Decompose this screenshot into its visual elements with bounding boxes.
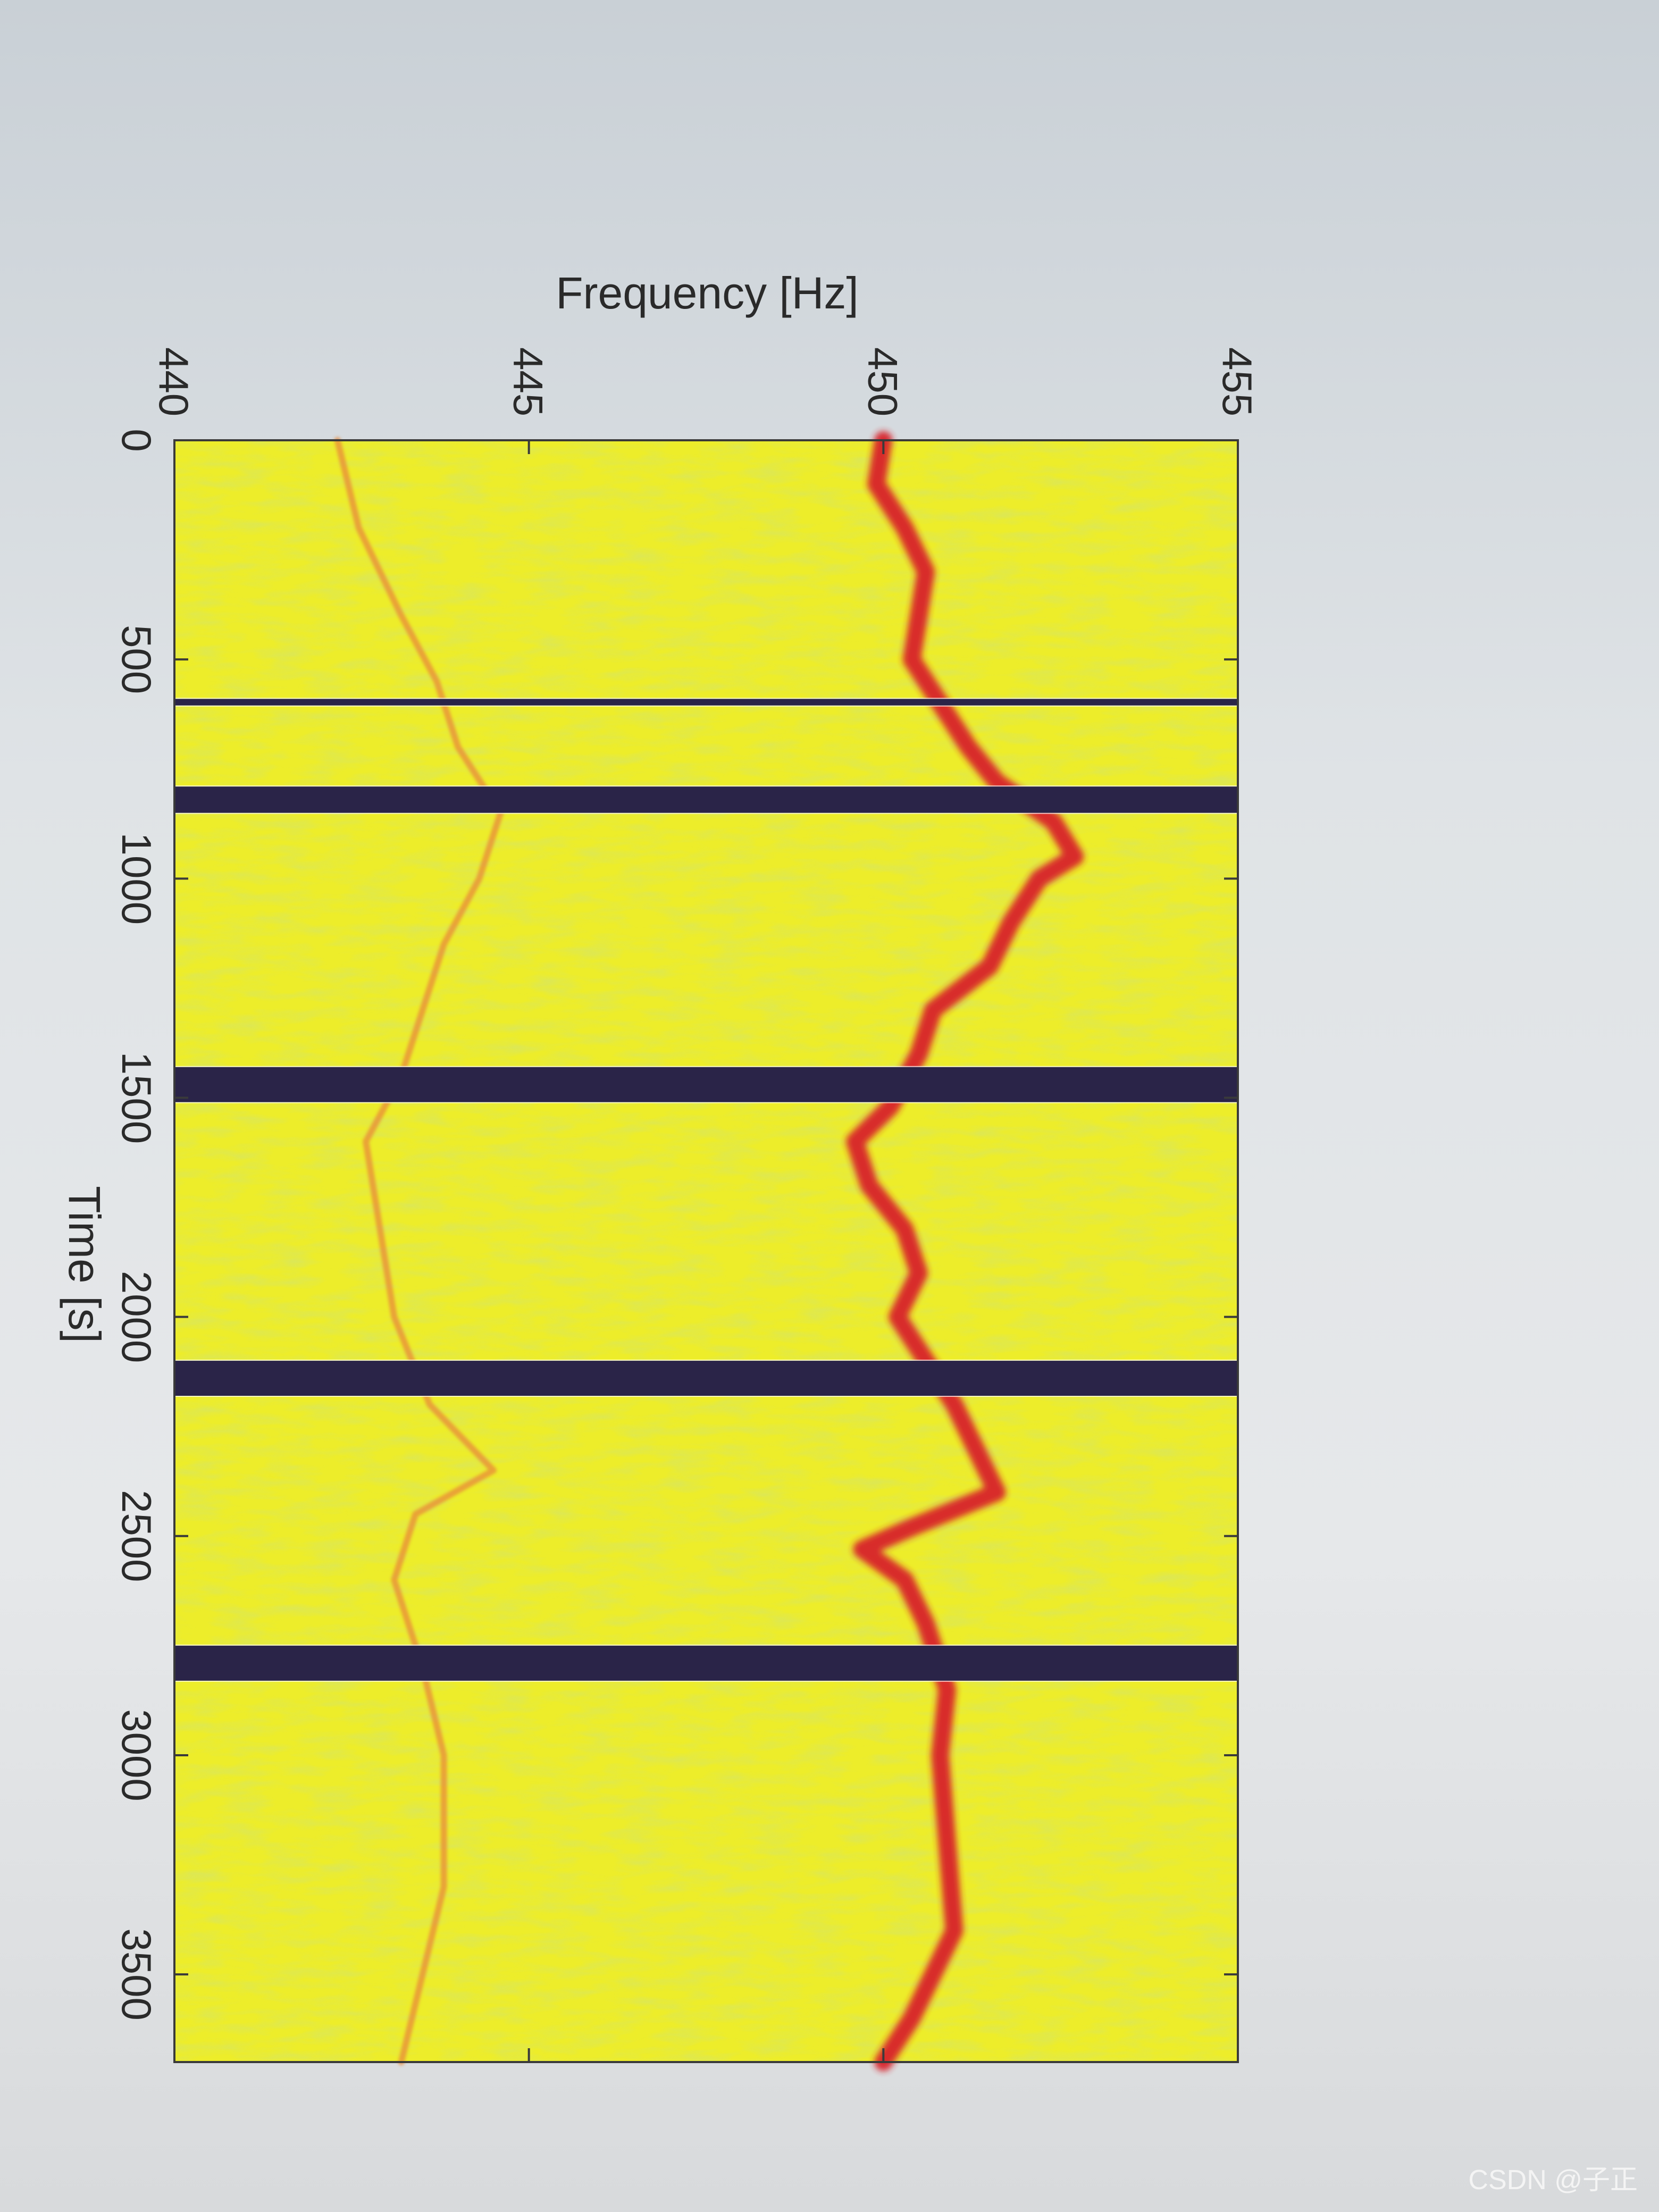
plot-frame bbox=[173, 439, 1239, 2063]
time-tick-label: 1000 bbox=[113, 833, 160, 925]
time-tick-label: 3000 bbox=[113, 1709, 160, 1802]
axis-ticks: 440 445 450 455 0 500 1000 1500 2000 2500 3000 3500 bbox=[113, 347, 1261, 2062]
frequency-tick-label: 450 bbox=[859, 347, 906, 416]
gap-band bbox=[174, 786, 1238, 813]
series-line-faint bbox=[334, 437, 504, 2065]
frequency-tick-label: 455 bbox=[1214, 347, 1261, 416]
time-tick-label: 1500 bbox=[113, 1052, 160, 1144]
gap-band bbox=[174, 699, 1238, 706]
time-axis-title: Time [s] bbox=[60, 1186, 110, 1343]
dominant-frequency-line bbox=[846, 431, 1084, 2071]
time-tick-label: 2000 bbox=[113, 1271, 160, 1363]
gap-band bbox=[174, 1361, 1238, 1396]
time-tick-label: 500 bbox=[113, 625, 160, 694]
plot-texture bbox=[174, 440, 1238, 2062]
frequency-tick-label: 445 bbox=[505, 347, 552, 416]
frequency-axis-title: Frequency [Hz] bbox=[556, 268, 859, 318]
gap-band bbox=[174, 1067, 1238, 1102]
time-tick-label: 3500 bbox=[113, 1928, 160, 2021]
faint-frequency-line bbox=[334, 437, 504, 2065]
time-tick-label: 2500 bbox=[113, 1490, 160, 1582]
watermark: CSDN @子正 bbox=[1468, 2165, 1638, 2196]
data-gap-bands bbox=[174, 698, 1238, 1682]
frequency-tick-label: 440 bbox=[150, 347, 197, 416]
series-line-dominant bbox=[846, 431, 1084, 2071]
gap-band bbox=[174, 1645, 1238, 1681]
time-tick-label: 0 bbox=[113, 429, 160, 451]
